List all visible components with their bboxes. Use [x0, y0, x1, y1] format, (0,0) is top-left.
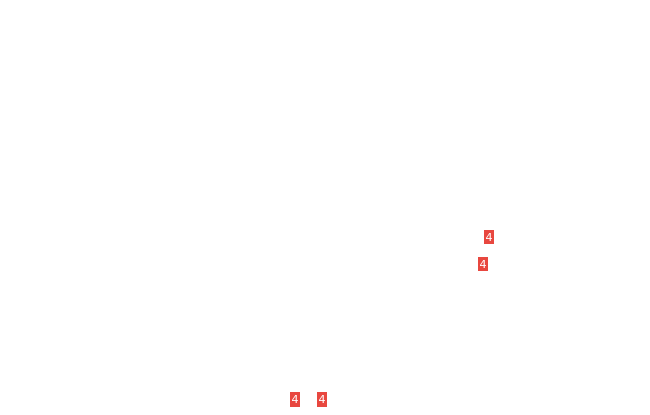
notification-badge: 4 — [317, 392, 327, 407]
notification-badge: 4 — [290, 392, 300, 407]
notification-badge: 4 — [478, 257, 488, 271]
notification-badge: 4 — [484, 230, 494, 244]
